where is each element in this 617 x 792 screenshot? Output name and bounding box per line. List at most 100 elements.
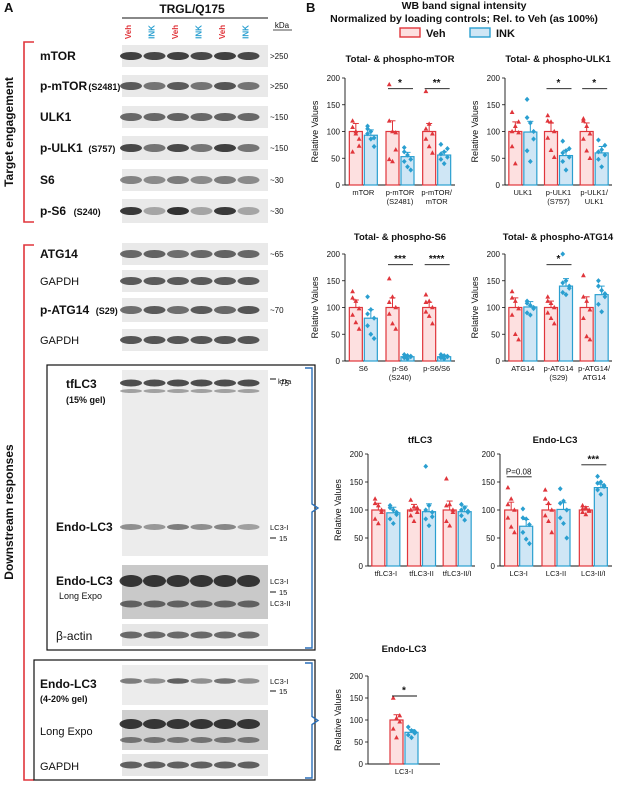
blot-band	[120, 678, 142, 684]
x-tick-label: p-ATG14/	[578, 364, 611, 373]
lane-label-veh: Veh	[124, 25, 133, 39]
data-point-ink	[595, 480, 600, 486]
data-point-veh	[350, 149, 355, 154]
y-tick-label: 150	[350, 478, 364, 487]
data-point-ink	[438, 351, 444, 358]
blot-band	[190, 277, 213, 285]
data-point-ink	[602, 152, 608, 158]
data-point-ink	[527, 312, 533, 318]
lane-label-ink: INK	[195, 25, 204, 39]
blot-band	[143, 82, 166, 90]
blot-band	[190, 678, 213, 684]
data-point-ink	[520, 529, 526, 535]
data-point-ink	[412, 728, 418, 735]
tflc3-mw: 75	[280, 379, 289, 388]
y-tick-label: 200	[350, 450, 364, 459]
blot-band	[143, 737, 166, 743]
data-point-ink	[523, 536, 529, 542]
data-point-veh	[587, 131, 593, 136]
blot-label: ATG14	[40, 247, 78, 261]
blot-band	[214, 207, 236, 215]
data-point-veh	[353, 319, 359, 325]
significance-label: **	[433, 78, 441, 89]
significance-label: ***	[394, 254, 406, 265]
data-point-ink	[564, 507, 570, 513]
x-tick-label: p-mTOR/	[421, 188, 453, 197]
data-point-veh	[430, 320, 435, 326]
data-point-ink	[401, 351, 407, 358]
blot-band	[143, 389, 166, 393]
blot-band	[120, 113, 142, 121]
data-point-ink	[596, 156, 601, 162]
data-point-veh	[551, 304, 557, 310]
blot-band	[143, 600, 166, 608]
chart-2: Total- & phospho-ULK1 0 50 100 150 200 Relativ…	[470, 54, 612, 206]
blot-ulk1	[120, 106, 268, 128]
y-tick-label: 0	[491, 562, 496, 571]
data-point-ink	[524, 96, 530, 102]
bar-veh	[406, 509, 422, 567]
x-tick-label: (S240)	[389, 373, 412, 382]
data-point-veh	[390, 726, 396, 731]
bar-ink	[386, 512, 401, 567]
significance-label: *	[398, 78, 402, 89]
blot-site-label: (S240)	[74, 207, 101, 217]
data-point-veh	[512, 161, 518, 166]
data-point-ink	[405, 152, 410, 158]
data-point-veh	[423, 88, 429, 94]
data-point-veh	[581, 315, 586, 320]
data-point-ink	[566, 154, 572, 160]
blot-band	[190, 176, 213, 184]
x-tick-label: LC3-I	[395, 767, 413, 776]
data-point-veh	[350, 312, 355, 317]
bar-veh	[543, 306, 559, 362]
data-point-ink	[527, 521, 532, 528]
x-tick-label: LC3-II/I	[581, 569, 606, 578]
data-point-ink	[368, 331, 374, 337]
data-point-veh	[545, 298, 551, 303]
x-tick-label: LC3-II	[546, 569, 566, 578]
data-point-veh	[397, 713, 403, 718]
y-tick-label: 0	[336, 181, 341, 190]
data-point-ink	[394, 509, 399, 515]
legend-swatch-ink	[469, 27, 491, 38]
data-point-veh	[394, 715, 399, 721]
blot-band	[214, 761, 236, 769]
target-bracket	[23, 41, 34, 223]
blot-label: p-mTOR	[40, 79, 87, 93]
data-point-veh	[516, 119, 521, 124]
blot-band	[237, 82, 260, 90]
blot-band	[120, 306, 142, 314]
data-point-ink	[438, 151, 444, 157]
x-tick-label: p-mTOR	[386, 188, 415, 197]
y-tick-label: 100	[482, 506, 496, 515]
blot-band	[143, 52, 166, 60]
blot-band	[237, 761, 260, 769]
data-point-veh	[512, 298, 518, 303]
blot-band	[120, 379, 142, 387]
data-point-ink	[596, 301, 601, 307]
blot-band	[214, 336, 236, 344]
data-point-ink	[365, 294, 370, 300]
blot-band	[214, 277, 236, 285]
data-point-ink	[445, 146, 450, 152]
data-point-ink	[520, 515, 526, 521]
blot-mw-label: ~65	[270, 250, 284, 259]
blot-band	[167, 207, 189, 215]
blot-band	[214, 82, 236, 90]
data-point-veh	[379, 509, 384, 515]
data-point-veh	[509, 143, 515, 149]
data-point-ink	[445, 154, 450, 160]
endo-lc3-gel-blot	[122, 665, 268, 705]
data-point-ink	[438, 156, 444, 162]
blot-s6	[120, 169, 268, 191]
data-point-veh	[508, 524, 514, 529]
data-point-ink	[408, 353, 414, 359]
data-point-veh	[587, 337, 593, 342]
data-point-ink	[523, 516, 529, 522]
y-tick-label: 200	[327, 250, 341, 259]
blot-label: GAPDH	[40, 276, 79, 288]
data-point-ink	[371, 315, 377, 321]
y-tick-label: 200	[327, 74, 341, 83]
blot-band	[237, 306, 260, 314]
